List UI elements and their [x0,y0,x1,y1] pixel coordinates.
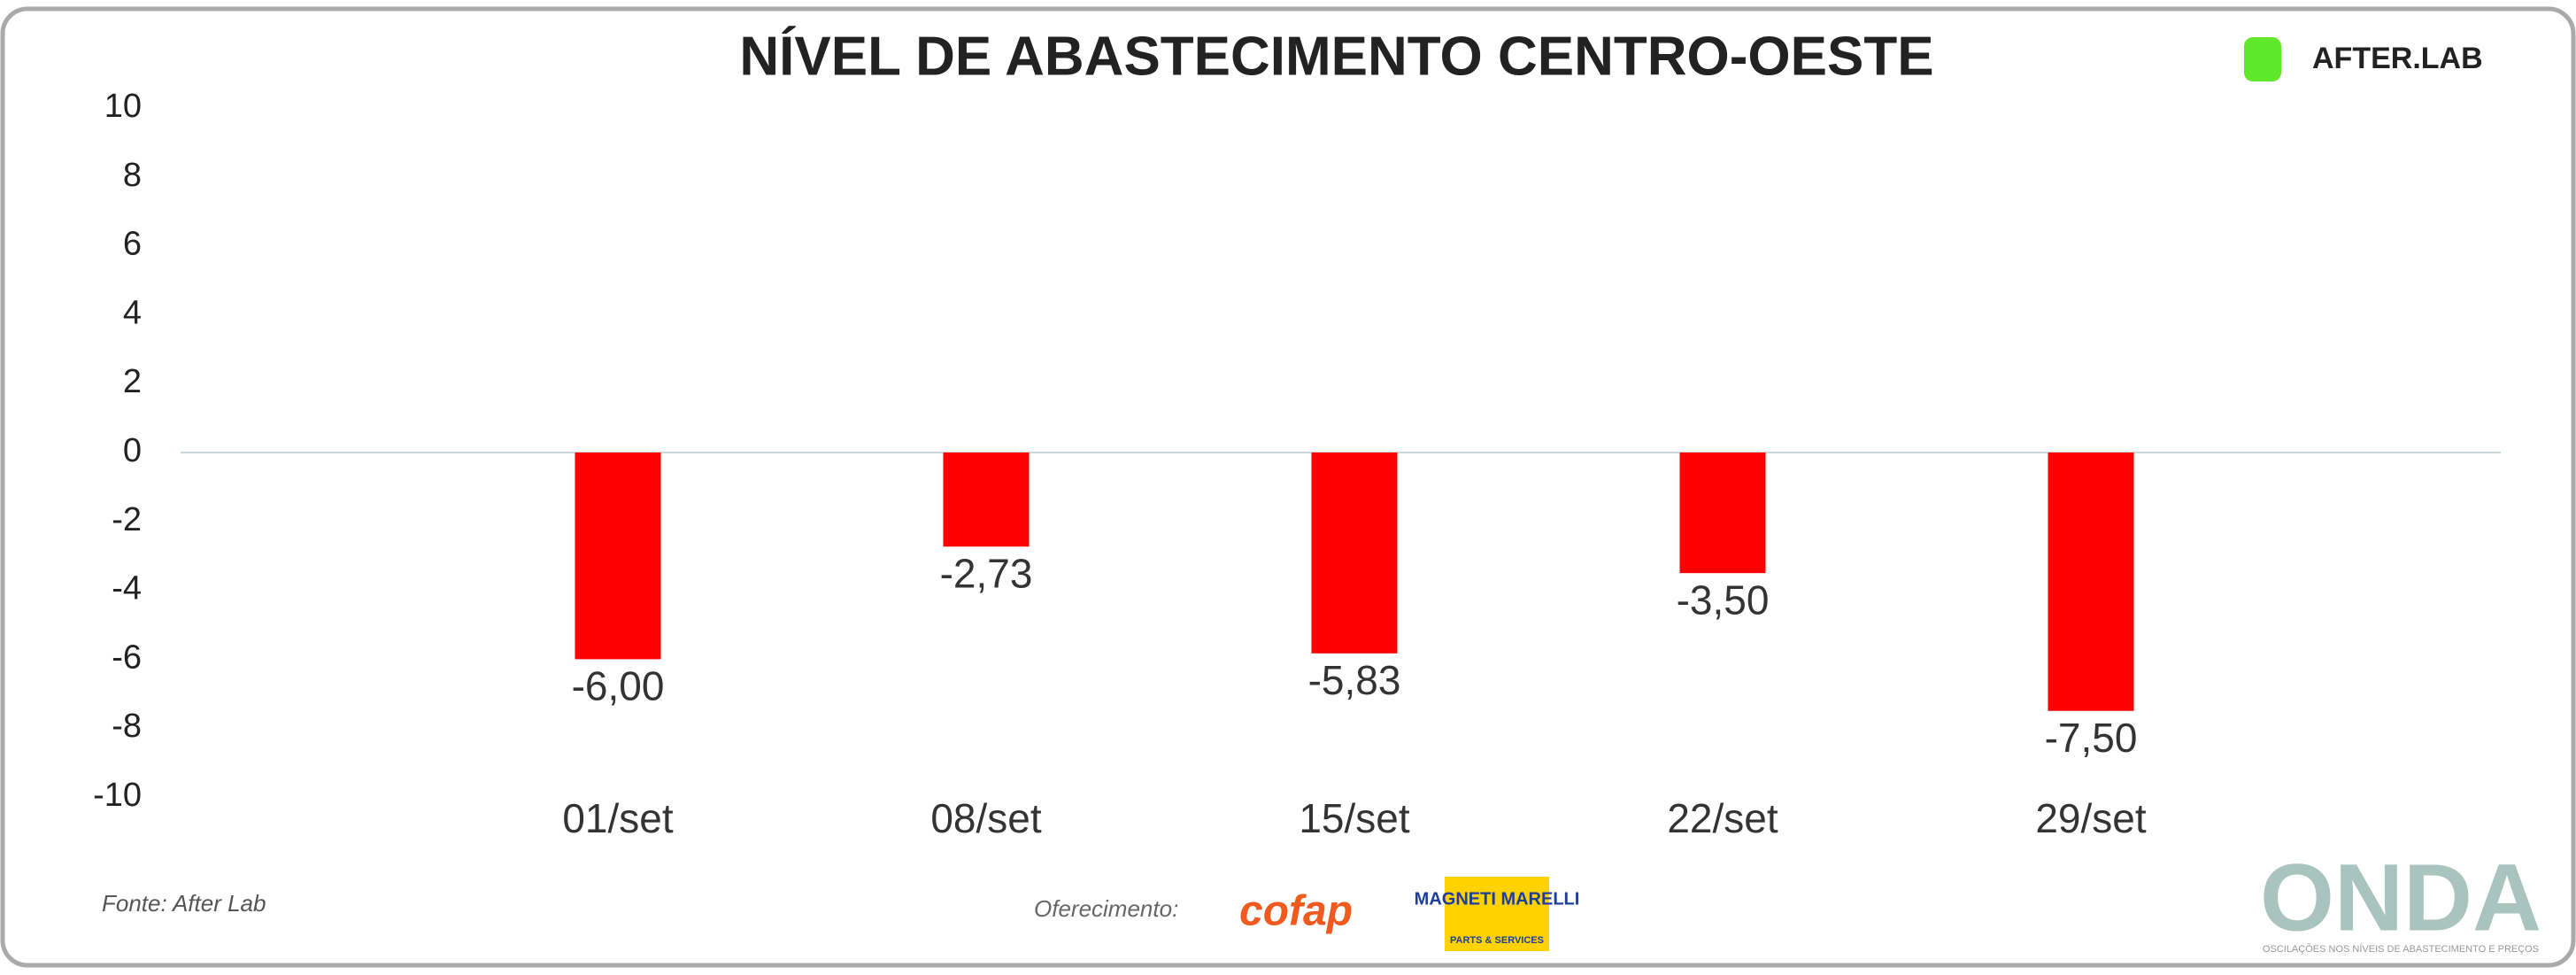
value-label: -5,83 [1308,657,1401,703]
x-tick-label: 29/set [2035,795,2147,841]
bar [1679,453,1766,574]
sponsor-logo: MAGNETI MARELLI [1415,889,1580,909]
footer-tagline: OSCILAÇÕES NOS NÍVEIS DE ABASTECIMENTO E… [2263,943,2539,955]
sponsor-logo: PARTS & SERVICES [1450,935,1544,946]
sponsor-box [1445,877,1549,951]
sponsor-label: Oferecimento: [1034,895,1178,922]
brand-icon [2244,37,2281,81]
x-tick-label: 22/set [1667,795,1778,841]
source: Fonte: After Lab [102,890,266,917]
value-label: -7,50 [2045,715,2138,761]
y-tick-label: -6 [112,638,142,676]
y-tick-label: 0 [123,432,142,469]
y-tick-label: -2 [112,501,142,538]
bar [575,453,661,660]
y-tick-label: 2 [123,363,142,400]
value-label: -3,50 [1677,576,1770,623]
y-tick-label: -8 [112,708,142,745]
bar [2048,453,2134,711]
bar [943,453,1030,547]
sponsor-logo: cofap [1239,888,1353,935]
y-tick-label: -10 [93,777,142,814]
x-tick-label: 15/set [1299,795,1410,841]
y-tick-label: 4 [123,294,142,331]
y-tick-label: -4 [112,570,142,607]
bar [1311,453,1398,654]
x-tick-label: 01/set [562,795,674,841]
footer-logo: ONDA [2260,844,2541,951]
y-tick-label: 6 [123,226,142,263]
chart-title: NÍVEL DE ABASTECIMENTO CENTRO-OESTE [739,26,1933,87]
x-tick-label: 08/set [930,795,1042,841]
y-tick-label: 10 [104,88,142,125]
value-label: -2,73 [940,550,1033,596]
brand-logo: AFTER.LAB [2312,42,2483,75]
frame [0,6,2576,968]
y-tick-label: 8 [123,157,142,194]
value-label: -6,00 [572,663,665,709]
